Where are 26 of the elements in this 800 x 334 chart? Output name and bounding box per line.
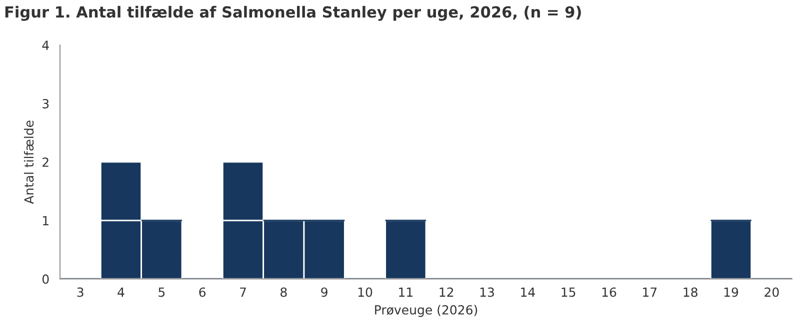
x-tick-label: 13 <box>480 287 494 297</box>
y-axis-title: Antal tilfælde <box>24 120 34 204</box>
chart-title: Figur 1. Antal tilfælde af Salmonella Stanley per uge, 2026, (n = 9) <box>5 6 581 21</box>
x-tick-label: 12 <box>440 287 454 297</box>
y-tick-label: 3 <box>42 99 49 108</box>
x-tick-label: 9 <box>321 287 328 297</box>
x-tick-label: 15 <box>562 288 576 297</box>
x-tick-label: 10 <box>358 287 372 297</box>
x-tick-label: 8 <box>280 287 287 297</box>
x-tick-label: 16 <box>602 287 616 297</box>
x-tick-label: 11 <box>399 288 412 297</box>
x-tick-label: 17 <box>643 288 657 297</box>
x-tick-label: 18 <box>684 287 698 297</box>
y-tick-label: 2 <box>42 157 48 167</box>
x-tick-label: 6 <box>199 287 206 297</box>
y-tick-label: 0 <box>42 274 49 284</box>
x-tick-label: 5 <box>158 288 165 297</box>
x-tick-label: 4 <box>118 288 124 297</box>
x-tick-label: 7 <box>240 288 246 297</box>
y-tick-label: 1 <box>43 216 48 226</box>
x-axis-title: Prøveuge (2026) <box>375 304 478 317</box>
x-tick-label: 3 <box>77 287 84 297</box>
x-tick-label: 14 <box>521 288 535 297</box>
x-tick-label: 20 <box>764 287 779 297</box>
y-tick-label: 4 <box>42 40 49 50</box>
x-tick-label: 19 <box>724 287 738 297</box>
